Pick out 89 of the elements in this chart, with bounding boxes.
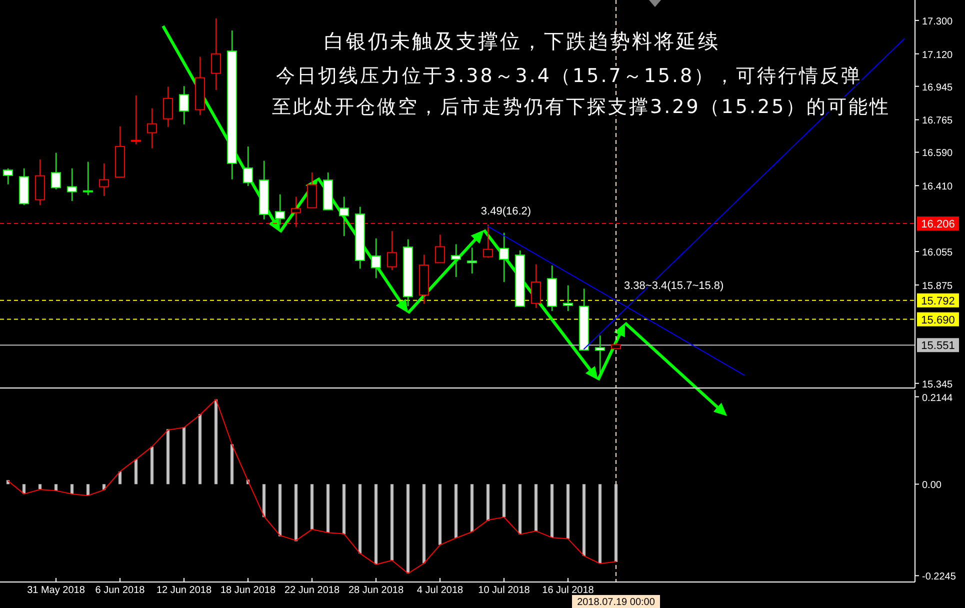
bar bbox=[598, 484, 602, 564]
x-tick-label: 16 Jul 2018 bbox=[542, 585, 594, 596]
bar bbox=[38, 484, 42, 490]
ref-line-label: 15.551 bbox=[921, 340, 955, 352]
bar bbox=[470, 484, 474, 532]
bar bbox=[150, 446, 154, 484]
candlestick bbox=[243, 146, 253, 187]
line-series bbox=[8, 398, 616, 574]
bar bbox=[486, 484, 490, 521]
bar bbox=[342, 484, 346, 534]
bar bbox=[86, 484, 90, 496]
bar bbox=[22, 484, 26, 494]
y-tick-label: 0.00 bbox=[922, 480, 942, 492]
bar bbox=[70, 484, 74, 494]
y-tick-label: 15.875 bbox=[922, 280, 954, 292]
candlestick bbox=[483, 224, 493, 258]
candlestick bbox=[67, 168, 77, 202]
candlestick bbox=[499, 232, 509, 282]
candlestick bbox=[179, 86, 189, 125]
y-tick-label: 16.765 bbox=[922, 116, 954, 127]
bar bbox=[166, 429, 170, 484]
bar bbox=[566, 484, 570, 539]
bar bbox=[374, 484, 378, 564]
annotation: 3.49(16.2) bbox=[480, 206, 532, 218]
bar bbox=[118, 472, 122, 484]
y-tick-label: -0.2245 bbox=[922, 572, 956, 583]
y-tick-label: 0.2144 bbox=[922, 392, 954, 404]
bar bbox=[214, 399, 218, 484]
bar bbox=[518, 484, 522, 534]
x-tick-label: 18 Jun 2018 bbox=[220, 585, 276, 596]
bar bbox=[134, 459, 138, 484]
candlestick bbox=[51, 152, 61, 190]
bar bbox=[390, 484, 394, 560]
bar bbox=[614, 484, 618, 562]
annotation: 今日切线压力位于3.38～3.4（15.7～15.8），可待行情反弹 bbox=[276, 65, 862, 87]
ref-line-label: 15.792 bbox=[921, 295, 955, 308]
candlestick bbox=[275, 194, 285, 225]
candlestick bbox=[131, 94, 141, 145]
bar bbox=[502, 484, 506, 518]
bar bbox=[198, 414, 202, 484]
x-tick-label: 4 Jul 2018 bbox=[416, 585, 464, 596]
candlestick bbox=[387, 230, 397, 271]
x-tick-label: 12 Jun 2018 bbox=[156, 585, 212, 596]
y-tick-label: 16.590 bbox=[922, 148, 954, 160]
candlestick bbox=[467, 247, 477, 274]
candlestick bbox=[35, 158, 45, 206]
y-tick-label: 16.055 bbox=[922, 248, 954, 259]
x-tick-label: 22 Jun 2018 bbox=[284, 585, 340, 596]
bar bbox=[422, 484, 426, 564]
candlestick bbox=[83, 161, 93, 196]
candlestick bbox=[163, 86, 173, 128]
x-tick-label: 6 Jun 2018 bbox=[95, 585, 146, 596]
candlestick bbox=[307, 172, 317, 208]
ref-line-label: 15.690 bbox=[921, 314, 955, 326]
bar bbox=[438, 484, 442, 545]
bar bbox=[262, 484, 266, 518]
bar bbox=[230, 444, 234, 484]
candlestick bbox=[435, 234, 445, 264]
ref-line-label: 16.206 bbox=[921, 218, 955, 231]
y-tick-label: 16.410 bbox=[922, 182, 954, 193]
x-tick-label: 2018.07.19 00:00 bbox=[577, 597, 656, 608]
bar bbox=[534, 484, 538, 532]
y-tick-label: 17.300 bbox=[922, 16, 954, 28]
text: 白银仍未触及支撑位，下跌趋势料将延续 bbox=[324, 29, 720, 53]
candlestick bbox=[147, 108, 157, 149]
candlestick bbox=[3, 168, 13, 185]
bar bbox=[310, 484, 314, 530]
candlestick bbox=[339, 196, 349, 237]
candlestick bbox=[371, 238, 381, 279]
x-tick-label: 10 Jul 2018 bbox=[478, 585, 530, 596]
bar bbox=[278, 484, 282, 536]
bar bbox=[406, 484, 410, 574]
candlestick bbox=[451, 244, 461, 278]
x-tick-label: 31 May 2018 bbox=[27, 585, 86, 596]
candlestick bbox=[211, 18, 221, 91]
y-tick-label: 17.120 bbox=[922, 50, 954, 61]
bar bbox=[326, 484, 330, 533]
bar bbox=[358, 484, 362, 554]
bar bbox=[582, 484, 586, 556]
candlestick bbox=[531, 264, 541, 308]
bar bbox=[294, 484, 298, 542]
candlestick bbox=[99, 162, 109, 197]
bar bbox=[550, 484, 554, 538]
bar bbox=[182, 427, 186, 484]
y-tick-label: 16.945 bbox=[922, 82, 954, 94]
x-tick-label: 28 Jun 2018 bbox=[348, 585, 404, 596]
candlestick bbox=[563, 284, 573, 312]
bar bbox=[454, 484, 458, 538]
y-tick-label: 15.345 bbox=[922, 379, 954, 390]
